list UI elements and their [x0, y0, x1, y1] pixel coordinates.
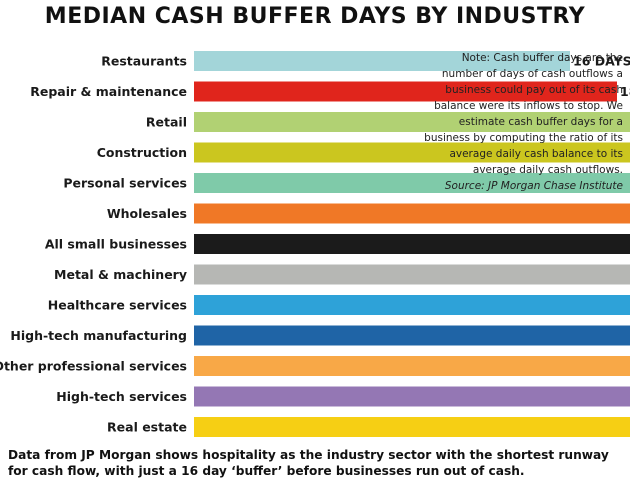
- chart-title: MEDIAN CASH BUFFER DAYS BY INDUSTRY: [44, 4, 586, 29]
- category-label-wholesales: Wholesales: [107, 206, 187, 221]
- category-label-other-professional-services: Other professional services: [0, 359, 187, 374]
- bar-construction: [194, 142, 630, 163]
- value-label-repair-and-maintenance: 18 DAYS: [620, 84, 630, 99]
- category-label-healthcare-services: Healthcare services: [48, 298, 187, 313]
- category-label-retail: Retail: [146, 115, 187, 130]
- bar-all-small-businesses: [194, 234, 630, 254]
- bar-retail: [194, 112, 630, 132]
- category-label-high-tech-manufacturing: High-tech manufacturing: [10, 328, 187, 343]
- note-text: Note: Cash buffer days are the number of…: [424, 52, 623, 176]
- category-label-all-small-businesses: All small businesses: [45, 237, 187, 252]
- category-label-real-estate: Real estate: [107, 420, 187, 435]
- category-label-high-tech-services: High-tech services: [56, 389, 187, 404]
- chart-note: Note: Cash buffer days are the number of…: [420, 50, 623, 194]
- category-label-metal-and-machinery: Metal & machinery: [54, 267, 187, 282]
- bar-metal-and-machinery: [194, 264, 630, 285]
- bar-wholesales: [194, 203, 630, 224]
- bar-personal-services: [194, 173, 630, 193]
- note-source: Source: JP Morgan Chase Institute: [444, 180, 623, 192]
- bar-repair-and-maintenance: [194, 81, 617, 102]
- bar-healthcare-services: [194, 295, 630, 315]
- bar-other-professional-services: [194, 356, 630, 376]
- category-label-construction: Construction: [97, 145, 187, 160]
- bar-high-tech-services: [194, 386, 630, 407]
- category-label-restaurants: Restaurants: [101, 54, 187, 69]
- figure-caption: Data from JP Morgan shows hospitality as…: [8, 448, 609, 478]
- value-label-restaurants: 16 DAYS: [573, 54, 630, 69]
- bar-real-estate: [194, 417, 630, 437]
- bar-restaurants: [194, 51, 570, 71]
- category-label-personal-services: Personal services: [63, 176, 187, 191]
- category-label-repair-and-maintenance: Repair & maintenance: [30, 84, 187, 99]
- bar-high-tech-manufacturing: [194, 325, 630, 346]
